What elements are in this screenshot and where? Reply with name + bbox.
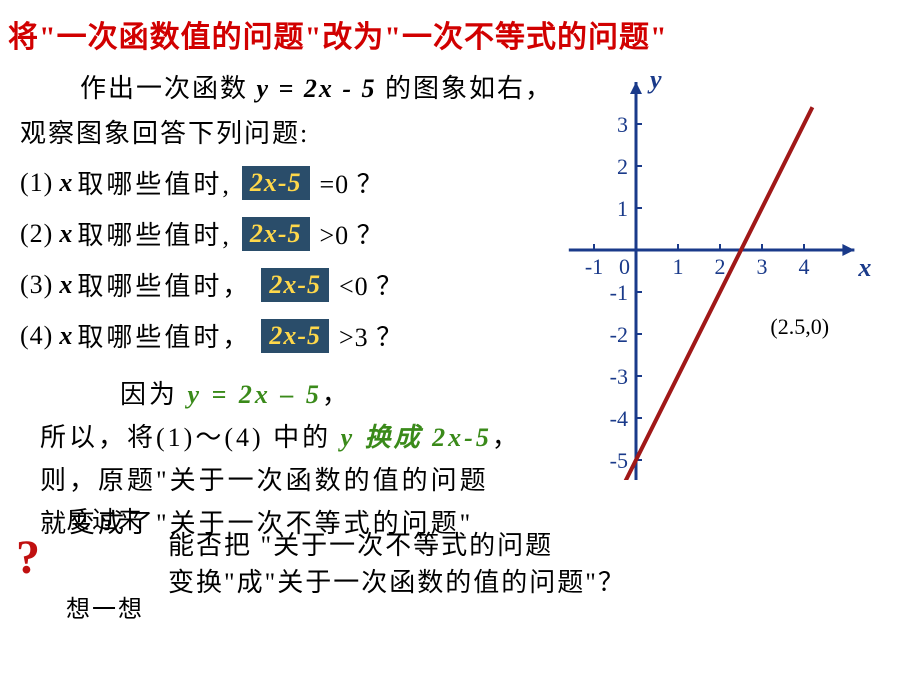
expression-box: 2x-5 — [261, 319, 329, 353]
svg-text:x: x — [857, 253, 871, 282]
svg-text:-3: -3 — [610, 364, 628, 389]
question-text: 取哪些值时, — [77, 215, 232, 252]
svg-text:3: 3 — [617, 112, 628, 137]
bottom-col2a: 能否把 "关于一次不等式的问题 — [168, 525, 626, 562]
svg-text:0: 0 — [619, 254, 630, 279]
question-text: 取哪些值时， — [77, 317, 251, 354]
intro-text-a: 作出一次函数 — [80, 74, 257, 103]
expression-box: 2x-5 — [242, 217, 310, 251]
question-op: >0 ？ — [320, 215, 384, 252]
svg-text:4: 4 — [799, 254, 810, 279]
question-op: <0 ？ — [339, 266, 403, 303]
svg-text:y: y — [647, 65, 662, 94]
function-graph: -101234123-1-2-3-4-5-6xy(2.5,0) — [546, 60, 906, 480]
svg-text:2: 2 — [617, 154, 628, 179]
question-num: (4) — [20, 321, 53, 351]
svg-text:3: 3 — [757, 254, 768, 279]
question-mark-icon — [10, 534, 58, 590]
expression-box: 2x-5 — [242, 166, 310, 200]
explain-1c: ， — [322, 380, 351, 409]
intro-equation: y = 2x - 5 — [257, 74, 377, 103]
explain-1a: 因为 — [120, 380, 188, 409]
svg-text:(2.5,0): (2.5,0) — [770, 314, 829, 339]
explain-1b: y = 2x – 5 — [188, 380, 322, 409]
question-num: (2) — [20, 219, 53, 249]
question-text: 取哪些值时, — [77, 164, 232, 201]
question-text: 取哪些值时， — [77, 266, 251, 303]
bottom-col2: 能否把 "关于一次不等式的问题 变换"成"关于一次函数的值的问题"？ — [168, 525, 626, 599]
question-var: x — [59, 321, 73, 351]
expression-box: 2x-5 — [261, 268, 329, 302]
intro-text-b: 的图象如右， — [377, 74, 554, 103]
page-title: 将"一次函数值的问题"改为"一次不等式的问题" — [0, 0, 920, 62]
question-op: >3 ？ — [339, 317, 403, 354]
svg-text:1: 1 — [673, 254, 684, 279]
bottom-col1a: 反过来 — [66, 500, 144, 535]
svg-text:-1: -1 — [610, 280, 628, 305]
question-var: x — [59, 270, 73, 300]
svg-text:-1: -1 — [585, 254, 603, 279]
bottom-col1: 反过来 想一想 — [66, 446, 144, 678]
question-op: =0 ？ — [320, 164, 384, 201]
bottom-col2b: 变换"成"关于一次函数的值的问题"？ — [168, 562, 626, 599]
question-num: (1) — [20, 168, 53, 198]
question-var: x — [59, 168, 73, 198]
svg-text:-2: -2 — [610, 322, 628, 347]
svg-text:-4: -4 — [610, 406, 628, 431]
svg-text:2: 2 — [715, 254, 726, 279]
bottom-col1b: 想一想 — [66, 589, 144, 624]
svg-text:1: 1 — [617, 196, 628, 221]
bottom-row: 反过来 想一想 能否把 "关于一次不等式的问题 变换"成"关于一次函数的值的问题… — [10, 446, 910, 678]
question-var: x — [59, 219, 73, 249]
question-num: (3) — [20, 270, 53, 300]
